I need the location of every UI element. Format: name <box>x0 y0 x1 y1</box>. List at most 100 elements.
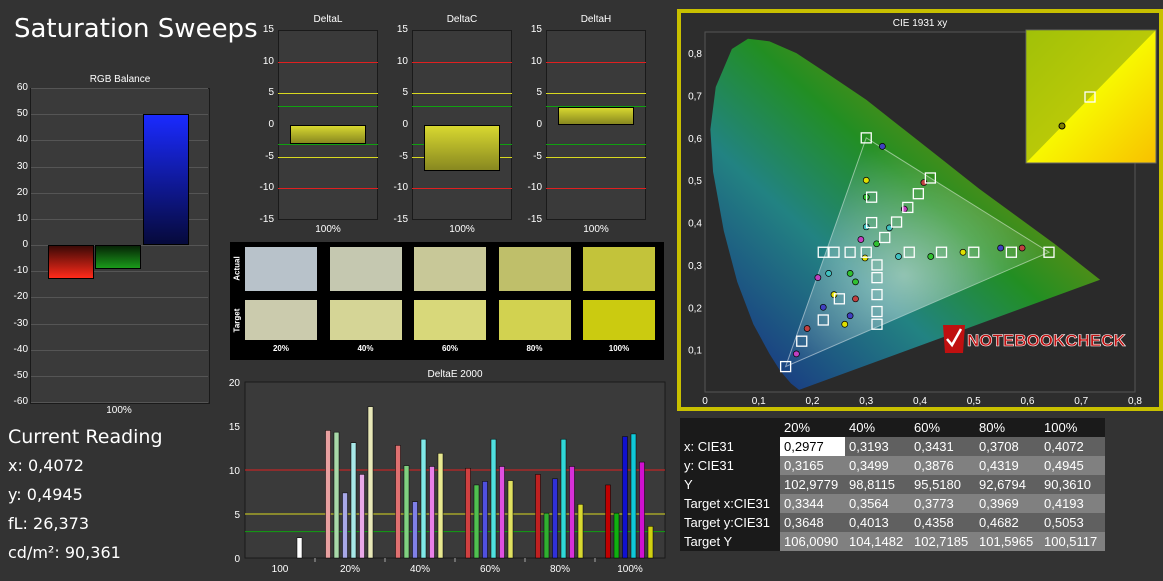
cie1931-x-tick-label: 0,5 <box>967 396 981 407</box>
table-cell[interactable]: 0,3344 <box>784 496 824 511</box>
deltaE2000-bar <box>429 466 435 559</box>
deltaH-green-line <box>546 106 646 107</box>
rgb-bar-red <box>48 245 94 280</box>
table-cell[interactable]: 101,5965 <box>979 534 1034 549</box>
table-row: Y 102,9779 98,8115 95,5180 92,6794 90,3610 <box>680 475 1105 494</box>
table-cell[interactable]: 0,3431 <box>914 439 954 454</box>
table-cell[interactable]: 0,2977 <box>780 437 845 456</box>
rgb-y-tick-label: -20 <box>13 291 28 303</box>
table-row-label: x: CIE31 <box>680 437 780 456</box>
table-cell[interactable]: 0,3165 <box>784 458 824 473</box>
deltaE2000-bar <box>296 537 303 559</box>
deltaL-green-line <box>278 144 378 145</box>
measured-point <box>959 248 967 256</box>
deltaH-y-tick-label: 0 <box>536 119 542 130</box>
table-cell[interactable]: 90,3610 <box>1044 477 1091 492</box>
table-cell[interactable]: 0,3564 <box>849 496 889 511</box>
measured-point <box>862 176 870 184</box>
table-header-row: 20% 40% 60% 80% 100% <box>680 418 1105 437</box>
color-swatches: Actual Target 20% 40% 60% 80% 100% <box>230 242 664 360</box>
table-cell[interactable]: 0,3876 <box>914 458 954 473</box>
target-row-label: Target <box>232 308 242 333</box>
deltaE2000-bar <box>350 442 357 559</box>
target-marker <box>1005 246 1018 258</box>
target-swatch <box>498 300 571 340</box>
measurement-grid: 20% 40% 60% 80% 100% x: CIE31 0,2977 0,3193 0,34… <box>680 418 1105 551</box>
deltaE2000-chart: DeltaE 2000 20 15 10 5 0 100 20% 40% 60% 80% 100% <box>215 366 670 576</box>
cie1931-x-tick-label: 0,2 <box>806 396 820 407</box>
deltaC-y-tick-label: -15 <box>393 214 408 225</box>
table-cell[interactable]: 0,4319 <box>979 458 1019 473</box>
deltaH-y-tick-label: -15 <box>527 214 542 225</box>
table-cell[interactable]: 92,6794 <box>979 477 1026 492</box>
deltaE2000-bar <box>333 431 340 559</box>
deltaL-y-tick-label: -15 <box>259 214 274 225</box>
table-row: y: CIE31 0,3165 0,3499 0,3876 0,4319 0,4945 <box>680 456 1105 475</box>
measured-point <box>927 253 935 260</box>
deltaC-green-line <box>412 106 512 107</box>
deltaC-y-tick-label: -5 <box>399 150 408 162</box>
notebookcheck-logo: NOTEBOOKCHECK <box>943 325 1127 353</box>
deltaH-y-tick-label: 5 <box>536 87 542 99</box>
deltaE2000-title: DeltaE 2000 <box>427 369 482 380</box>
swatch-label: 100% <box>608 344 630 353</box>
deltaL-x-label: 100% <box>315 224 341 235</box>
rgb-gridline <box>31 402 208 403</box>
deltaE2000-y-tick-label: 5 <box>234 510 240 521</box>
cie1931-title: CIE 1931 xy <box>893 18 947 29</box>
deltaE2000-bar <box>412 501 418 559</box>
target-marker <box>779 360 792 373</box>
table-cell[interactable]: 0,4193 <box>1044 496 1084 511</box>
table-cell[interactable]: 102,7185 <box>914 534 969 549</box>
table-cell[interactable]: 0,3708 <box>979 439 1019 454</box>
cie1931-y-tick-label: 0,6 <box>688 134 702 145</box>
deltaC-limit-line <box>412 61 512 63</box>
deltaE2000-y-tick-label: 20 <box>229 378 241 389</box>
target-marker <box>860 246 872 258</box>
table-cell[interactable]: 0,3773 <box>914 496 954 511</box>
table-cell[interactable]: 104,1482 <box>849 534 904 549</box>
deltaL-y-tick-label: 0 <box>268 119 274 130</box>
cie1931-y-tick-label: 0,1 <box>688 346 702 357</box>
deltaE2000-bar <box>647 526 654 559</box>
table-cell[interactable]: 102,9779 <box>784 477 839 492</box>
target-marker <box>912 188 924 200</box>
table-cell[interactable]: 0,4682 <box>979 515 1019 530</box>
target-marker <box>902 201 914 214</box>
deltaH-green-line <box>546 144 646 145</box>
table-row-label: Target Y <box>680 532 780 551</box>
table-cell[interactable]: 100,5117 <box>1044 534 1098 549</box>
deltaE2000-y-tick-label: 15 <box>229 422 241 433</box>
table-cell[interactable]: 0,3193 <box>849 439 889 454</box>
target-marker <box>817 246 829 258</box>
deltaH-title: DeltaH <box>580 14 612 25</box>
deltaE2000-bar <box>325 430 331 559</box>
table-cell[interactable]: 0,3648 <box>784 515 824 530</box>
deltaH-limit-line <box>546 188 646 190</box>
srgb-gamut-triangle <box>784 137 1051 368</box>
deltaE2000-bar <box>395 445 401 559</box>
table-cell[interactable]: 0,3499 <box>849 458 889 473</box>
rgb-y-tick-label: -60 <box>13 396 28 407</box>
table-cell[interactable]: 98,8115 <box>849 477 896 492</box>
rgb-gridline <box>31 88 208 89</box>
table-cell[interactable]: 106,0090 <box>784 534 839 549</box>
target-marker <box>871 288 883 301</box>
table-cell[interactable]: 0,4945 <box>1044 458 1084 473</box>
table-cell[interactable]: 0,5053 <box>1044 515 1084 530</box>
deltaH-limit-line <box>546 156 646 158</box>
table-cell[interactable]: 0,4013 <box>849 515 889 530</box>
deltaC-y-tick-label: 15 <box>396 24 408 35</box>
table-cell[interactable]: 95,5180 <box>914 477 961 492</box>
table-cell[interactable]: 0,4358 <box>914 515 954 530</box>
cie1931-x-tick-label: 0,1 <box>752 396 766 407</box>
deltaL-y-tick-label: -5 <box>265 150 274 162</box>
deltaE2000-bar <box>569 466 575 559</box>
table-cell[interactable]: 0,3969 <box>979 496 1019 511</box>
deltaH-bar <box>558 106 634 125</box>
rgb-gridline <box>31 218 208 220</box>
deltaE2000-bar <box>535 474 541 559</box>
table-cell[interactable]: 0,4072 <box>1044 439 1084 454</box>
cie1931-svg: CIE 1931 xy 0 0,1 0,2 0,3 0,4 0,5 0,6 0,7 0,8 0,8 0… <box>688 18 1157 407</box>
deltaE2000-bar <box>473 484 480 559</box>
